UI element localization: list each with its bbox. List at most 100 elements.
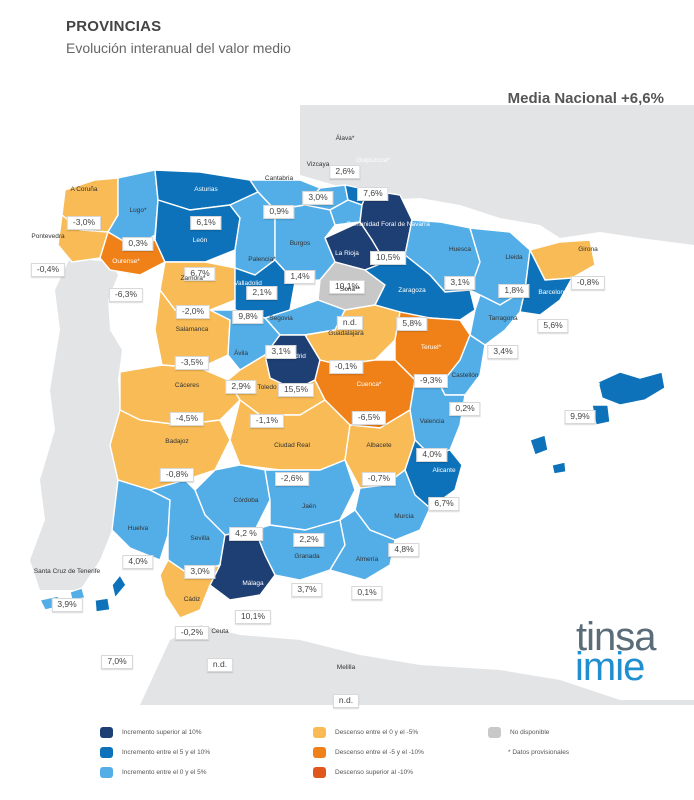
province-label: Cádiz -0,2% [174, 596, 210, 640]
legend-swatch [100, 747, 113, 758]
province-name: Lleida [505, 254, 523, 261]
province-name: Málaga [242, 580, 264, 587]
province-value: 7,6% [357, 186, 389, 201]
legend-swatch [488, 727, 501, 738]
province-value: 5,8% [396, 316, 428, 331]
province-tarragona[interactable] [469, 288, 527, 346]
province-name: Madrid [286, 353, 306, 360]
national-average: Media Nacional +6,6% [507, 90, 664, 107]
province-label: Girona -0,8% [570, 246, 606, 290]
province-label: Las Palmas 7,0% [100, 625, 134, 669]
province-name: Huelva [127, 525, 149, 532]
province-label: Toledo -1,1% [249, 384, 285, 428]
province-label: Salamanca -3,5% [174, 326, 210, 370]
province-value: -0,1% [328, 359, 364, 374]
province-almeria[interactable] [328, 509, 396, 581]
province-value: -3,5% [174, 355, 210, 370]
province-value: 3,0% [184, 564, 216, 579]
province-value: 6,1% [190, 215, 222, 230]
province-value: 0,3% [122, 236, 154, 251]
province-name: Zamora* [180, 275, 206, 282]
province-name: Teruel* [420, 344, 442, 351]
province-value: 4,0% [416, 447, 448, 462]
province-value: 15,5% [277, 382, 315, 397]
province-name: Jaén [301, 503, 317, 510]
province-name: Albacete [366, 442, 392, 449]
province-label: Guipúzcoa* 7,6% [356, 157, 390, 201]
province-label: Valencia 4,0% [416, 418, 448, 462]
province-name: Valencia [419, 418, 445, 425]
legend-item-light-blue: Incremento entre el 0 y el 5% [100, 767, 207, 778]
province-value: n.d. [332, 693, 360, 708]
province-label: Barcelona 5,6% [537, 289, 569, 333]
province-name: Cuenca* [356, 381, 382, 388]
province-name: Huesca [448, 246, 472, 253]
province-name: Guadalajara [328, 330, 364, 337]
page-subtitle: Evolución interanual del valor medio [66, 40, 291, 56]
province-name: Almería [355, 556, 379, 563]
province-name: Ciudad Real [274, 442, 310, 449]
province-label: Jaén 2,2% [293, 503, 325, 547]
province-value: 4,8% [388, 542, 420, 557]
legend-label: Incremento entre el 0 y el 5% [122, 769, 207, 776]
province-baleares-ibiza[interactable] [529, 434, 549, 456]
province-value: 3,1% [265, 344, 297, 359]
province-name: Segovia [269, 315, 293, 322]
province-value: 3,1% [444, 275, 476, 290]
province-value: 2,6% [329, 164, 361, 179]
province-baleares-mallorca[interactable] [597, 371, 666, 406]
province-label: Madrid 15,5% [277, 353, 315, 397]
province-name: Palencia* [248, 256, 276, 263]
logo-imie: imie [575, 645, 645, 689]
province-value: 0,9% [263, 204, 295, 219]
province-value: -2,6% [274, 471, 310, 486]
province-label: Ciudad Real -2,6% [274, 442, 310, 486]
province-name: Badajoz [165, 438, 189, 445]
province-value: 10,5% [369, 250, 407, 265]
legend-swatch [313, 767, 326, 778]
province-name: Castellón [451, 372, 479, 379]
province-label: Soria** n.d. [336, 286, 364, 330]
provisional-note: * Datos provisionales [508, 749, 570, 756]
province-value: n.d. [206, 657, 234, 672]
province-value: 3,4% [487, 344, 519, 359]
province-label: Córdoba 4,2 % [229, 497, 263, 541]
legend: Incremento superior al 10% Incremento en… [100, 727, 620, 785]
province-name: A Coruña [70, 186, 98, 193]
spain-map [30, 105, 694, 705]
province-value: 10,1% [328, 279, 366, 294]
france-land [300, 105, 694, 245]
province-name: Barcelona [538, 289, 568, 296]
province-label: Melilla n.d. [332, 664, 360, 708]
province-name: Salamanca [175, 326, 209, 333]
province-barcelona[interactable] [519, 247, 574, 316]
province-value: 2,2% [293, 532, 325, 547]
province-label: Tarragona 3,4% [487, 315, 519, 359]
foreign-land [30, 105, 694, 705]
province-label: La Rioja 10,1% [328, 250, 366, 294]
province-label: Burgos 1,4% [284, 240, 316, 284]
province-value: 0,2% [449, 401, 481, 416]
province-baleares-formentera[interactable] [551, 461, 567, 475]
province-label: Teruel* -9,3% [413, 344, 449, 388]
province-value: 2,9% [225, 379, 257, 394]
province-label: Zamora* -2,0% [175, 275, 211, 319]
province-las-palmas-islands[interactable] [94, 573, 127, 613]
province-name: Alicante [432, 467, 456, 474]
province-value: 9,8% [232, 309, 264, 324]
page-title: PROVINCIAS [66, 18, 162, 35]
province-label: Segovia 3,1% [265, 315, 297, 359]
province-name: Comunidad Foral de Navarra [346, 221, 430, 228]
province-name: Murcia [394, 513, 414, 520]
province-name: Las Palmas [100, 625, 134, 632]
province-label: Asturias 6,1% [190, 186, 222, 230]
province-value: -1,1% [249, 413, 285, 428]
province-label: Lleida 1,8% [498, 254, 530, 298]
province-name: Cádiz [183, 596, 201, 603]
province-value: 6,7% [184, 266, 216, 281]
province-value: -0,4% [30, 262, 66, 277]
province-value: 2,1% [246, 285, 278, 300]
province-label: Vizcaya 3,0% [302, 161, 334, 205]
province-label: Santa Cruz de Tenerife 3,9% [34, 568, 100, 612]
legend-label: Incremento entre el 5 y el 10% [122, 749, 211, 756]
